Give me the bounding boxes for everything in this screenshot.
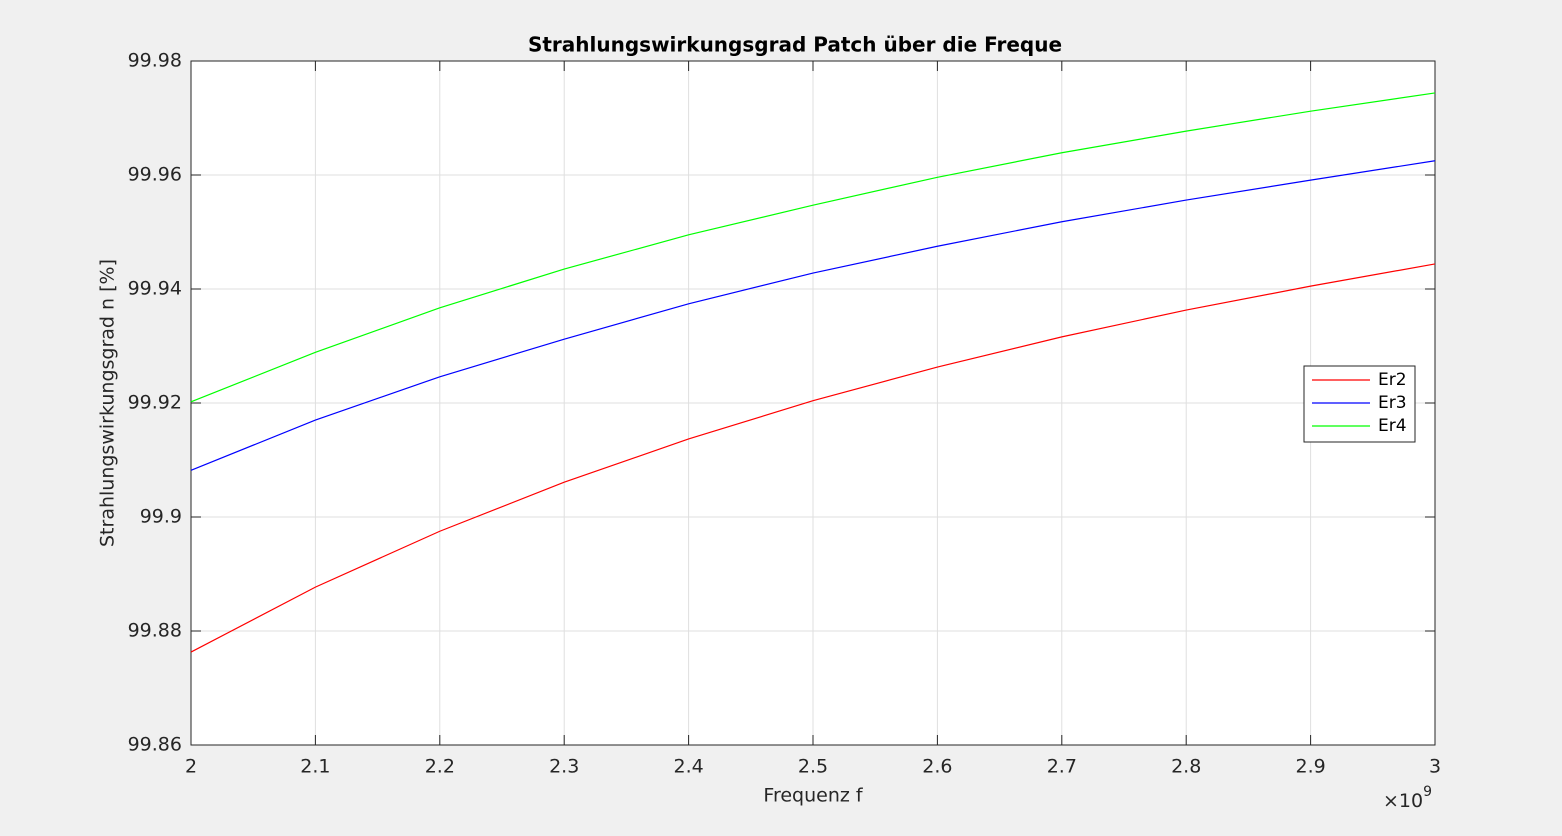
legend-label: Er4 (1378, 416, 1407, 436)
series-line (190, 160, 1436, 471)
series-line (190, 92, 1436, 403)
x-multiplier-power: 9 (1423, 784, 1432, 800)
x-tick-label: 2.8 (1171, 756, 1201, 778)
x-tick-label: 2.5 (798, 756, 828, 778)
y-tick-label: 99.96 (128, 164, 182, 186)
chart-title: Strahlungswirkungsgrad Patch über die Fr… (528, 33, 1062, 57)
y-tick-label: 99.9 (140, 506, 182, 528)
legend-label: Er3 (1378, 393, 1407, 413)
y-tick-label: 99.98 (128, 50, 182, 72)
x-tick-label: 2.1 (300, 756, 330, 778)
x-tick-label: 2.7 (1047, 756, 1077, 778)
axes-box (190, 60, 1436, 746)
y-tick-label: 99.94 (128, 278, 182, 300)
legend-box (1303, 365, 1416, 443)
y-tick-label: 99.88 (128, 620, 182, 642)
x-tick-label: 2.9 (1295, 756, 1325, 778)
y-tick-label: 99.86 (128, 734, 182, 756)
x-tick-label: 2.2 (425, 756, 455, 778)
y-tick-label: 99.92 (128, 392, 182, 414)
x-axis-label: Frequenz f (763, 785, 863, 807)
x-tick-label: 3 (1429, 756, 1441, 778)
series-line (190, 263, 1436, 653)
x-tick-label: 2.3 (549, 756, 579, 778)
legend-label: Er2 (1378, 370, 1407, 390)
x-tick-label: 2.4 (673, 756, 703, 778)
x-multiplier-base: ×10 (1383, 790, 1423, 812)
x-tick-label: 2 (185, 756, 197, 778)
y-axis-label: Strahlungswirkungsgrad n [%] (97, 259, 119, 547)
x-multiplier: ×109 (1383, 784, 1432, 812)
x-tick-label: 2.6 (922, 756, 952, 778)
